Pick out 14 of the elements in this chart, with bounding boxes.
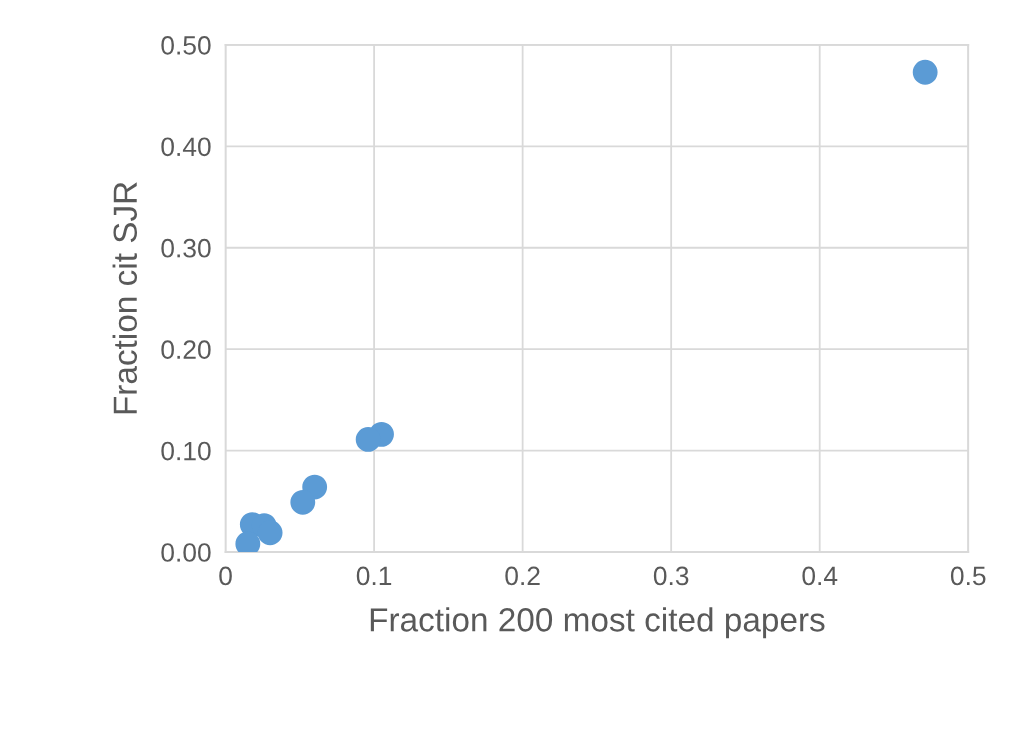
- x-axis-title: Fraction 200 most cited papers: [370, 607, 825, 639]
- y-tick-label: 0.00: [161, 543, 211, 562]
- y-tick-label: 0.40: [161, 137, 211, 157]
- x-tick-label: 0.3: [653, 566, 689, 586]
- y-tick-label: 0.50: [161, 36, 211, 55]
- y-tick-label: 0.10: [161, 441, 211, 461]
- y-tick-label: 0.20: [161, 340, 211, 359]
- x-tick-label: 0.1: [356, 566, 392, 586]
- x-tick-label: 0: [219, 566, 232, 586]
- y-tick-label: 0.30: [161, 238, 211, 258]
- y-axis-title: Fraction cit SJR: [112, 182, 138, 414]
- x-tick-label: 0.2: [505, 566, 540, 586]
- x-tick-label: 0.5: [950, 566, 986, 586]
- x-tick-label: 0.4: [802, 566, 838, 586]
